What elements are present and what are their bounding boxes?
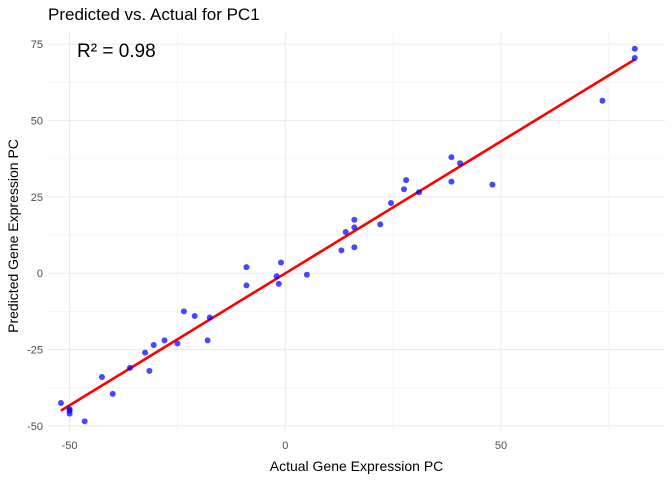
data-point	[400, 186, 407, 193]
data-point	[191, 312, 198, 319]
data-point	[351, 244, 358, 251]
data-point	[206, 314, 213, 321]
data-point	[448, 154, 455, 161]
data-point	[243, 264, 250, 271]
data-point	[142, 349, 149, 356]
y-axis-title: Predicted Gene Expression PC	[5, 139, 21, 333]
data-point	[342, 229, 349, 235]
data-point	[98, 374, 105, 381]
data-point	[303, 271, 310, 278]
data-point	[273, 273, 280, 280]
data-point	[489, 181, 496, 188]
regression-layer	[60, 58, 636, 412]
data-point	[416, 189, 423, 196]
data-point	[277, 259, 284, 266]
y-tick-label: 50	[31, 116, 43, 128]
data-point	[351, 224, 358, 231]
data-point	[109, 390, 116, 397]
y-tick-label: 0	[37, 268, 43, 280]
data-point	[351, 216, 358, 223]
data-point	[377, 221, 384, 228]
y-tick-label: -25	[27, 345, 43, 357]
data-point	[275, 280, 282, 287]
data-point	[161, 337, 168, 344]
data-point	[448, 178, 455, 185]
grid-minor	[48, 32, 665, 432]
points-layer	[57, 45, 638, 425]
data-point	[599, 97, 606, 104]
tick-labels: -50 0 50 -50 -25 0 25 50 75	[27, 39, 507, 452]
grid-major	[48, 32, 665, 432]
x-axis-title: Actual Gene Expression PC	[270, 458, 444, 474]
data-point	[338, 247, 345, 254]
x-tick-label: 50	[495, 440, 507, 452]
data-point	[388, 199, 395, 206]
y-tick-label: -50	[27, 421, 43, 433]
y-tick-label: 25	[31, 192, 43, 204]
chart-title: Predicted vs. Actual for PC1	[48, 5, 260, 24]
x-tick-label: 0	[282, 440, 288, 452]
data-point	[150, 341, 157, 348]
data-point	[174, 340, 181, 347]
data-point	[126, 364, 133, 371]
data-point	[403, 177, 410, 184]
data-point	[631, 45, 638, 52]
y-tick-label: 75	[31, 39, 43, 51]
data-point	[81, 418, 88, 425]
data-point	[243, 282, 250, 289]
r-squared-annotation: R² = 0.98	[77, 41, 156, 62]
data-point	[66, 406, 73, 413]
data-point	[457, 160, 464, 167]
regression-line	[60, 58, 636, 412]
x-tick-label: -50	[62, 440, 78, 452]
data-point	[57, 399, 64, 406]
data-point	[180, 308, 187, 315]
data-point	[146, 367, 153, 374]
data-point	[204, 337, 211, 344]
data-point	[631, 54, 638, 61]
